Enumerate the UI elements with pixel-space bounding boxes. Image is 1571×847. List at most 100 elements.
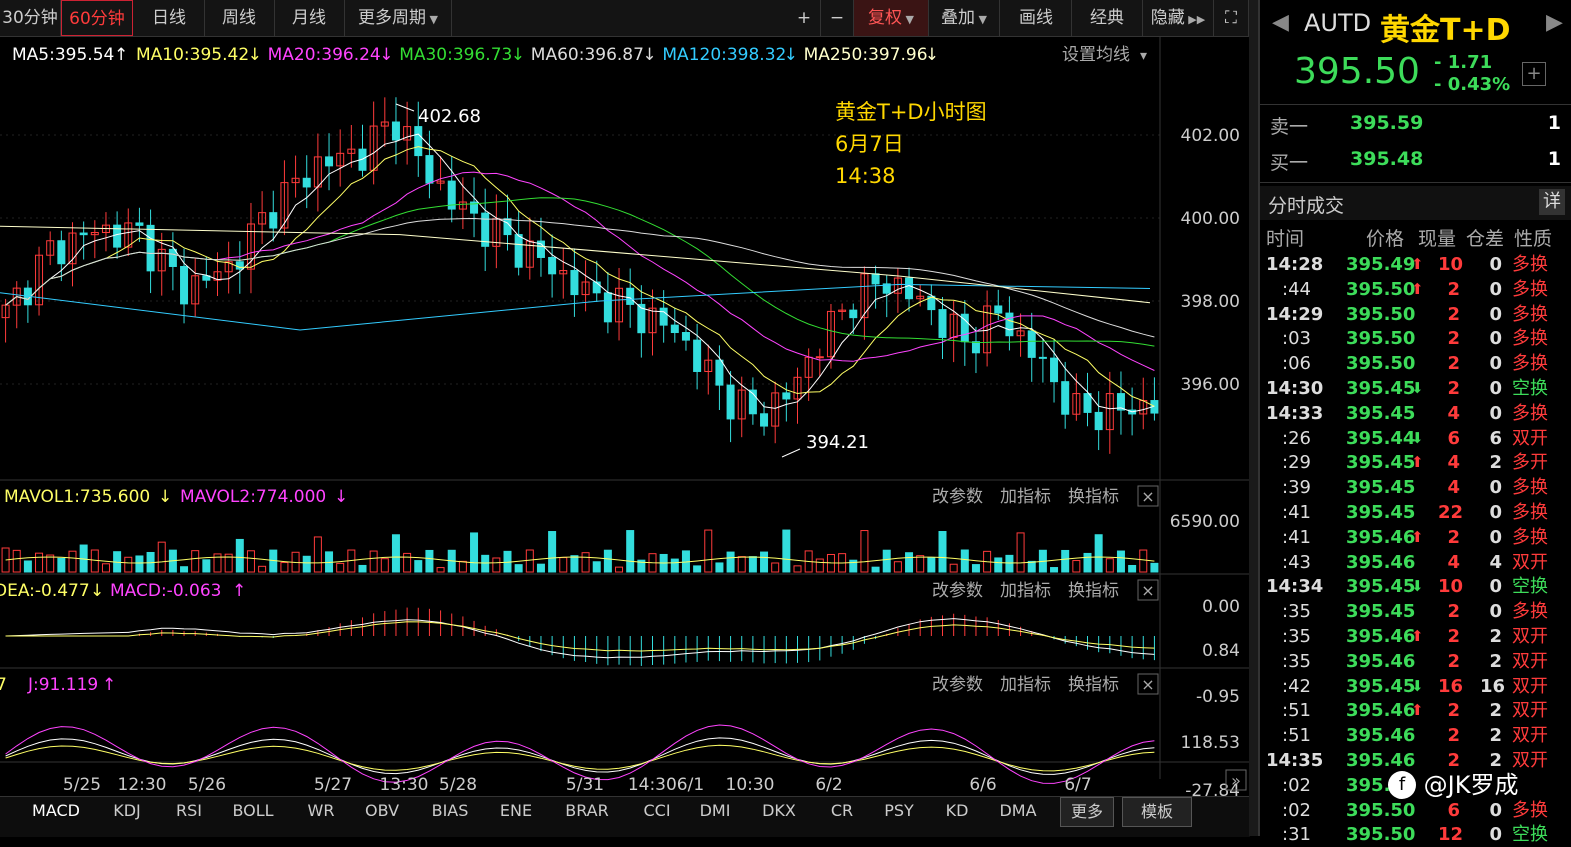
- indicator-tab-11[interactable]: DKX: [762, 801, 796, 820]
- indicator-tab-0[interactable]: MACD: [32, 801, 80, 820]
- trade-time: 14:30: [1266, 378, 1324, 399]
- trade-oi: 4: [1489, 551, 1502, 573]
- candle-body-38: [425, 155, 434, 184]
- hide-button[interactable]: 隐藏 ▶▶: [1143, 0, 1214, 36]
- indicator-tab-7[interactable]: ENE: [499, 801, 533, 820]
- overlay-button[interactable]: 叠加 ▼: [929, 0, 1000, 36]
- candle-body-89: [994, 305, 1003, 314]
- panel2-action-2[interactable]: 换指标: [1068, 675, 1119, 695]
- trade-price: 395.50: [1346, 799, 1416, 821]
- adjust-button[interactable]: 复权 ▼: [854, 0, 929, 36]
- draw-button[interactable]: 画线: [1001, 0, 1072, 36]
- panel1-action-2[interactable]: 换指标: [1068, 581, 1119, 601]
- prev-symbol-icon[interactable]: ◀: [1272, 10, 1289, 35]
- classic-button[interactable]: 经典: [1072, 0, 1143, 36]
- volume-bar-84: [938, 531, 947, 573]
- add-watchlist-button[interactable]: +: [1522, 62, 1546, 86]
- next-symbol-icon[interactable]: ▶: [1546, 10, 1563, 35]
- candle-body-31: [347, 148, 356, 154]
- zoom-in-button[interactable]: +: [788, 0, 821, 36]
- candle-body-52: [581, 281, 590, 296]
- indicator-tab-9[interactable]: CCI: [643, 801, 671, 820]
- volume-bar-2: [23, 560, 32, 573]
- indicator-tab-8[interactable]: BRAR: [565, 801, 609, 820]
- panel0-action-1[interactable]: 加指标: [1000, 487, 1051, 507]
- indicator-tab-10[interactable]: DMI: [699, 801, 731, 820]
- period-tab-4[interactable]: 月线: [274, 0, 345, 36]
- volume-bar-71: [793, 565, 802, 573]
- panel2-close-icon[interactable]: [1137, 673, 1159, 695]
- candle-body-40: [447, 180, 456, 210]
- candle-body-6: [68, 232, 77, 265]
- trade-time: 14:35: [1266, 750, 1324, 771]
- trades-detail-button[interactable]: 详: [1539, 189, 1565, 215]
- panel0-action-2[interactable]: 换指标: [1068, 487, 1119, 507]
- indicator-tab-3[interactable]: BOLL: [232, 801, 274, 820]
- trade-nature: 多换: [1512, 353, 1548, 375]
- panel0-close-icon[interactable]: [1137, 485, 1159, 507]
- indicator-tab-1[interactable]: KDJ: [113, 801, 141, 820]
- trade-row: :29 395.45 4 2 多开 ⬆: [1260, 450, 1571, 475]
- trade-price: 395.45: [1346, 576, 1416, 598]
- ma-legend-6: MA250:397.96: [804, 45, 928, 65]
- indicator-tab-16[interactable]: 更多: [1060, 797, 1114, 827]
- trade-nature: 空换: [1512, 576, 1548, 598]
- ma-settings-button[interactable]: 设置均线: [1062, 45, 1130, 65]
- panel2-action-1[interactable]: 加指标: [1000, 675, 1051, 695]
- panel0-action-0[interactable]: 改参数: [932, 487, 983, 507]
- trade-time: :43: [1282, 551, 1311, 573]
- panel-collapse-handle[interactable]: [1249, 0, 1258, 836]
- volume-bar-5: [57, 557, 66, 573]
- annotation-time: 14:38: [835, 164, 896, 188]
- candle-body-62: [693, 339, 702, 372]
- period-tab-2[interactable]: 日线: [134, 0, 205, 36]
- volume-bar-38: [425, 549, 434, 573]
- volume-bar-11: [124, 556, 133, 573]
- period-tab-0[interactable]: 30分钟: [0, 0, 61, 36]
- indicator-tab-5[interactable]: OBV: [364, 801, 400, 820]
- volume-bar-56: [626, 530, 635, 573]
- panel2-action-0[interactable]: 改参数: [932, 675, 983, 695]
- volume-bar-79: [882, 549, 891, 573]
- zoom-out-button[interactable]: −: [821, 0, 854, 36]
- indicator-tab-6[interactable]: BIAS: [431, 801, 469, 820]
- indicator-tab-12[interactable]: CR: [830, 801, 854, 820]
- panel1-close-icon[interactable]: [1137, 579, 1159, 601]
- candle-body-73: [815, 356, 824, 359]
- double-arrow-icon: ▶▶: [1184, 13, 1206, 26]
- quote-panel: ◀ AUTD 黄金T+D ▶ 395.50 - 1.71 - 0.43% + 卖…: [1258, 0, 1571, 845]
- trade-vol: 2: [1447, 353, 1460, 375]
- time-tick-8: 10:30: [726, 775, 775, 795]
- trade-vol: 2: [1447, 328, 1460, 350]
- trade-oi: 0: [1489, 799, 1502, 821]
- price-tick-3: 396.00: [1181, 375, 1240, 395]
- trade-vol: 2: [1447, 601, 1460, 623]
- indicator-tab-17[interactable]: 模板: [1122, 797, 1192, 827]
- volume-bar-87: [971, 564, 980, 573]
- period-tab-1[interactable]: 60分钟: [61, 0, 133, 36]
- period-tab-3[interactable]: 周线: [204, 0, 275, 36]
- indicator-tab-15[interactable]: DMA: [999, 801, 1037, 820]
- volume-bar-57: [637, 559, 646, 573]
- volume-bar-102: [1139, 549, 1148, 573]
- trade-oi: 0: [1489, 378, 1502, 399]
- trade-nature: 双开: [1512, 675, 1548, 697]
- dea-legend: DEA:-0.477: [0, 581, 90, 601]
- candle-body-76: [849, 309, 858, 319]
- period-tab-5[interactable]: 更多周期 ▼: [345, 0, 452, 36]
- kdj-tick-0: 118.53: [1181, 733, 1240, 753]
- time-tick-1: 12:30: [118, 775, 167, 795]
- fullscreen-icon[interactable]: ⛶: [1214, 0, 1249, 36]
- indicator-tab-4[interactable]: WR: [307, 801, 335, 820]
- indicator-tab-2[interactable]: RSI: [176, 801, 202, 820]
- panel1-action-1[interactable]: 加指标: [1000, 581, 1051, 601]
- close-icon: ×: [1141, 581, 1154, 600]
- panel1-action-0[interactable]: 改参数: [932, 581, 983, 601]
- indicator-tab-13[interactable]: PSY: [884, 801, 914, 820]
- candle-body-87: [971, 341, 980, 354]
- indicator-tab-14[interactable]: KD: [945, 801, 969, 820]
- scroll-right-button[interactable]: [1225, 769, 1247, 791]
- arrow-down-icon: ⬇: [1411, 676, 1424, 695]
- dea-arrow: ↓: [90, 581, 104, 601]
